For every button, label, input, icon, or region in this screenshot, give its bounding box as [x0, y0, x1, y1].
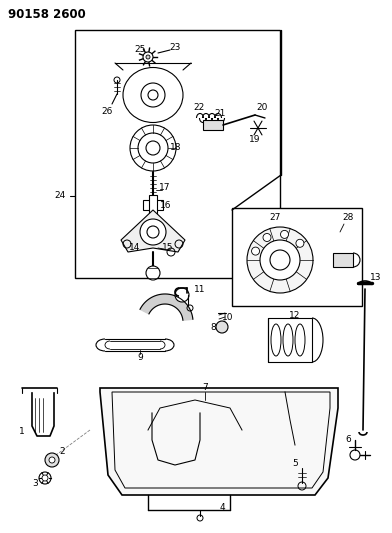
Text: 11: 11	[194, 286, 206, 295]
Text: 6: 6	[345, 435, 351, 445]
Text: 13: 13	[370, 273, 382, 282]
Text: 27: 27	[269, 214, 281, 222]
Bar	[143, 200, 163, 210]
Bar	[232, 208, 362, 306]
Text: 3: 3	[32, 479, 38, 488]
Circle shape	[140, 219, 166, 245]
Text: 7: 7	[202, 384, 208, 392]
Text: 4: 4	[219, 504, 225, 513]
Circle shape	[252, 247, 260, 255]
Circle shape	[247, 227, 313, 293]
Circle shape	[216, 321, 228, 333]
Text: 14: 14	[129, 244, 141, 253]
Circle shape	[281, 230, 289, 238]
Text: 16: 16	[160, 200, 172, 209]
Text: 10: 10	[222, 313, 234, 322]
Circle shape	[146, 266, 160, 280]
Text: 18: 18	[170, 143, 182, 152]
Text: 1: 1	[19, 427, 25, 437]
Polygon shape	[121, 210, 185, 252]
Circle shape	[296, 239, 304, 247]
Bar	[203, 120, 223, 130]
Polygon shape	[140, 294, 193, 320]
Circle shape	[175, 288, 189, 302]
Text: 28: 28	[342, 214, 354, 222]
Text: 24: 24	[54, 191, 65, 200]
Circle shape	[146, 55, 150, 59]
Text: 19: 19	[249, 135, 261, 144]
Bar	[333, 253, 353, 267]
Circle shape	[45, 453, 59, 467]
Circle shape	[130, 125, 176, 171]
Circle shape	[260, 240, 300, 280]
Text: 90158 2600: 90158 2600	[8, 7, 86, 20]
Text: 17: 17	[159, 183, 171, 192]
Text: 12: 12	[289, 311, 301, 319]
Text: 22: 22	[193, 103, 205, 112]
Text: 23: 23	[169, 44, 181, 52]
Bar	[75, 30, 280, 278]
Text: 5: 5	[292, 458, 298, 467]
Text: 15: 15	[162, 244, 174, 253]
Text: 2: 2	[59, 448, 65, 456]
Text: 20: 20	[256, 102, 268, 111]
Polygon shape	[100, 388, 338, 495]
Text: 26: 26	[101, 108, 113, 117]
Bar	[268, 318, 312, 362]
Text: 25: 25	[134, 45, 146, 54]
Text: 9: 9	[137, 352, 143, 361]
Bar	[149, 195, 157, 215]
Circle shape	[263, 233, 271, 241]
Text: 21: 21	[214, 109, 226, 117]
Circle shape	[49, 457, 55, 463]
Circle shape	[143, 52, 153, 62]
Text: 8: 8	[210, 322, 216, 332]
